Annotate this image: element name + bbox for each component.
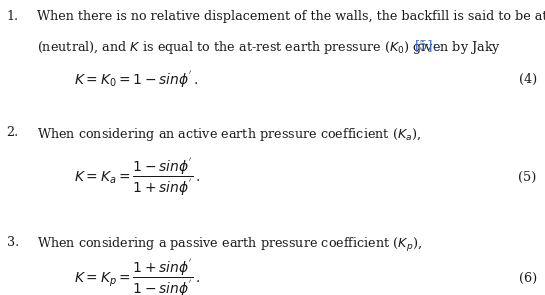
Text: When there is no relative displacement of the walls, the backfill is said to be : When there is no relative displacement o… bbox=[37, 10, 545, 23]
Text: $K = K_p = \dfrac{1 + \mathit{sin}\phi^{'}}{1 - \mathit{sin}\phi^{'}}\,.$: $K = K_p = \dfrac{1 + \mathit{sin}\phi^{… bbox=[74, 258, 200, 295]
Text: $K = K_0 = 1 - \mathit{sin}\phi^{'}\,.$: $K = K_0 = 1 - \mathit{sin}\phi^{'}\,.$ bbox=[74, 69, 198, 90]
Text: 3.: 3. bbox=[7, 236, 19, 249]
Text: (neutral), and $\mathit{K}$ is equal to the at-rest earth pressure ($K_0$) given: (neutral), and $\mathit{K}$ is equal to … bbox=[37, 39, 501, 56]
Text: [5]:: [5]: bbox=[415, 39, 438, 52]
Text: When considering a passive earth pressure coefficient ($K_p$),: When considering a passive earth pressur… bbox=[37, 236, 422, 254]
Text: (5): (5) bbox=[518, 171, 537, 183]
Text: 1.: 1. bbox=[7, 10, 19, 23]
Text: $K = K_a = \dfrac{1 - \mathit{sin}\phi^{'}}{1 + \mathit{sin}\phi^{'}}\,.$: $K = K_a = \dfrac{1 - \mathit{sin}\phi^{… bbox=[74, 156, 199, 198]
Text: 2.: 2. bbox=[7, 126, 19, 139]
Text: When considering an active earth pressure coefficient ($K_a$),: When considering an active earth pressur… bbox=[37, 126, 421, 143]
Text: (6): (6) bbox=[519, 272, 537, 285]
Text: (4): (4) bbox=[519, 73, 537, 86]
